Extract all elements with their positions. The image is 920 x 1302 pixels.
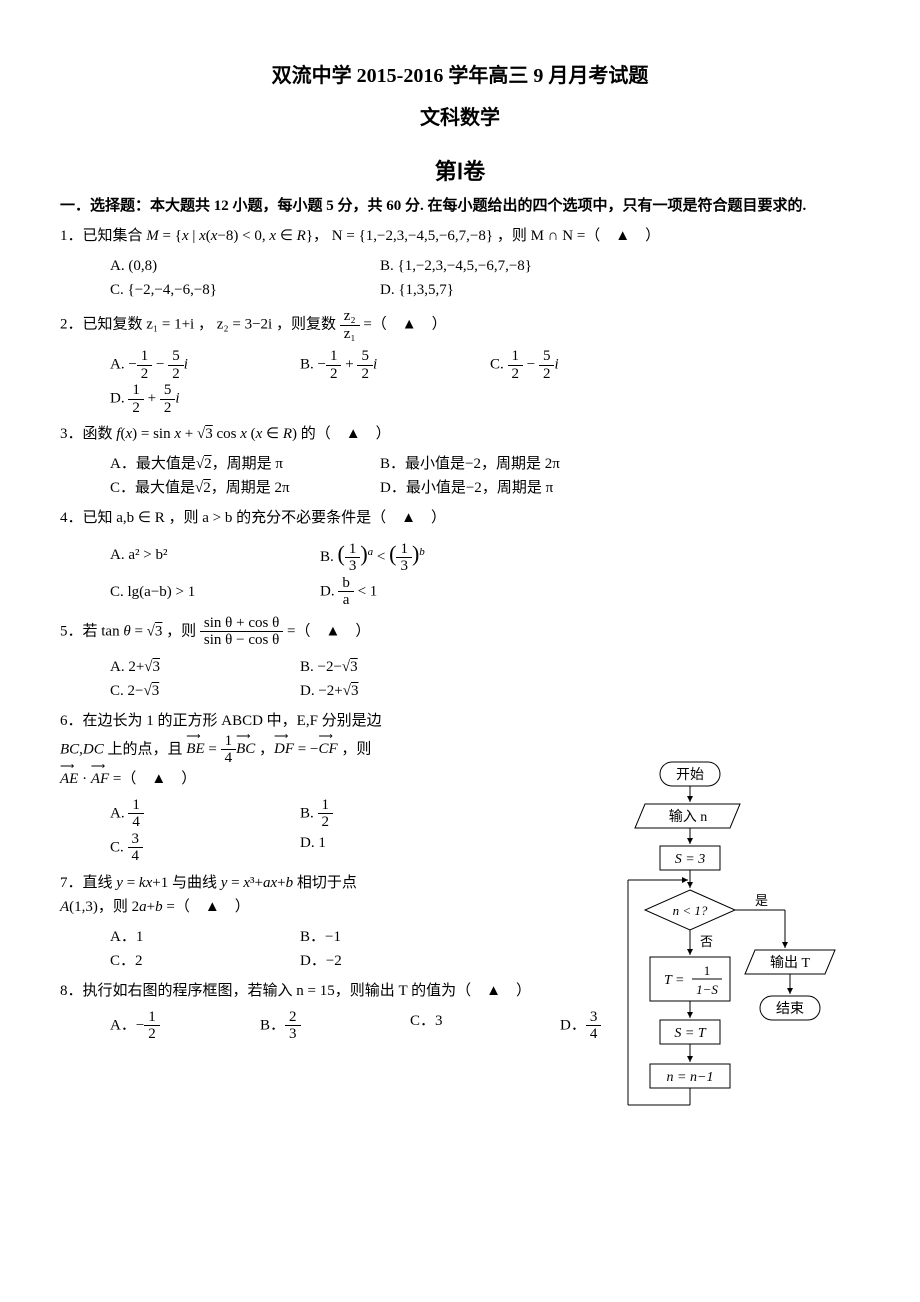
q7-optB: B．−1 xyxy=(300,925,341,949)
q1-set-m: M = {x | x(x−8) < 0, x ∈ R} xyxy=(146,228,313,244)
question-2: 2．已知复数 z₁ = 1+i ， z₂ = 3−2i ，则复数 z₂ z₁ =… xyxy=(60,308,860,342)
fc-dec: n = n−1 xyxy=(667,1070,714,1085)
q1-optA: A. (0,8) xyxy=(110,254,350,278)
q2-optD: D. 12 + 52i xyxy=(110,382,270,416)
q1-optB: B. {1,−2,3,−4,5,−6,7,−8} xyxy=(380,254,532,278)
question-4: 4．已知 a,b ∈ R ，则 a > b 的充分不必要条件是（ ▲ ） xyxy=(60,506,860,530)
q4-optB: B. (13)a < (13)b xyxy=(320,536,425,575)
q1-stem-pre: 1．已知集合 xyxy=(60,228,146,244)
fc-yes: 是 xyxy=(755,893,768,908)
fc-start: 开始 xyxy=(676,767,704,783)
q7-stem2: A(1,3)，则 2a+b =（ ▲ ） xyxy=(60,895,600,919)
q5-stem-pre: 5．若 tan θ = √3 ，则 xyxy=(60,623,200,639)
q3-optA: A．最大值是√2，周期是 π xyxy=(110,452,350,476)
q8-optC: C．3 xyxy=(410,1009,530,1043)
q1-optD: D. {1,3,5,7} xyxy=(380,278,454,302)
question-1: 1．已知集合 M = {x | x(x−8) < 0, x ∈ R}， N = … xyxy=(60,224,860,248)
question-6: 6．在边长为 1 的正方形 ABCD 中，E,F 分别是边 BC,DC 上的点，… xyxy=(60,709,600,791)
question-7: 7．直线 y = kx+1 与曲线 y = x³+ax+b 相切于点 A(1,3… xyxy=(60,871,600,919)
q5-optC: C. 2−√3 xyxy=(110,679,270,703)
q7-stem1: 7．直线 y = kx+1 与曲线 y = x³+ax+b 相切于点 xyxy=(60,871,600,895)
q5-optD: D. −2+√3 xyxy=(300,679,358,703)
fc-end: 结束 xyxy=(776,1001,804,1017)
q6-stem3: ⟶AE · ⟶AF =（ ▲ ） xyxy=(60,767,600,791)
q5-den: sin θ − cos θ xyxy=(200,632,283,649)
q3-optB: B．最小值是−2，周期是 2π xyxy=(380,452,560,476)
flowchart-svg: 开始 输入 n S = 3 n < 1? 是 输出 T 结束 否 T = 1 1… xyxy=(620,760,850,1170)
title-main: 双流中学 2015-2016 学年高三 9 月月考试题 xyxy=(60,60,860,92)
q5-optA: A. 2+√3 xyxy=(110,655,270,679)
q6-optD: D. 1 xyxy=(300,831,326,865)
fc-input: 输入 n xyxy=(669,809,708,825)
q4-optC: C. lg(a−b) > 1 xyxy=(110,580,290,604)
q4-optA: A. a² > b² xyxy=(110,543,290,567)
q1-set-n: N = {1,−2,3,−4,5,−6,7,−8} xyxy=(332,228,493,244)
q7-optA: A．1 xyxy=(110,925,270,949)
flowchart: 开始 输入 n S = 3 n < 1? 是 输出 T 结束 否 T = 1 1… xyxy=(620,760,850,1178)
q2-frac-den: z₁ xyxy=(340,326,360,343)
fc-cond: n < 1? xyxy=(673,903,708,918)
volume-label: 第Ⅰ卷 xyxy=(60,154,860,189)
question-5: 5．若 tan θ = √3 ，则 sin θ + cos θ sin θ − … xyxy=(60,615,600,649)
q5-frac: sin θ + cos θ sin θ − cos θ xyxy=(200,615,283,649)
q6-optB: B. 12 xyxy=(300,797,333,831)
q6-optC: C. 34 xyxy=(110,831,270,865)
q2-frac-num: z₂ xyxy=(340,308,360,326)
q3-optC: C．最大值是√2，周期是 2π xyxy=(110,476,350,500)
q8-optA: A．−12 xyxy=(110,1009,230,1043)
fc-st: S = T xyxy=(674,1026,706,1041)
q7-optD: D．−2 xyxy=(300,949,342,973)
fc-output: 输出 T xyxy=(770,955,810,971)
q2-frac: z₂ z₁ xyxy=(340,308,360,342)
question-8: 8．执行如右图的程序框图，若输入 n = 15，则输出 T 的值为（ ▲ ） xyxy=(60,979,860,1003)
q5-num: sin θ + cos θ xyxy=(200,615,283,633)
q8-optB: B．23 xyxy=(260,1009,380,1043)
q2-optC: C. 12 − 52i xyxy=(490,348,650,382)
section-header: 一．选择题：本大题共 12 小题，每小题 5 分，共 60 分. 在每小题给出的… xyxy=(60,194,860,218)
q5-optB: B. −2−√3 xyxy=(300,655,358,679)
q6-optA: A. 14 xyxy=(110,797,270,831)
title-sub: 文科数学 xyxy=(60,102,860,134)
q2-stem-post: =（ ▲ ） xyxy=(363,317,446,333)
q2-stem: 2．已知复数 z₁ = 1+i ， z₂ = 3−2i ，则复数 xyxy=(60,317,340,333)
q4-optD: D. ba < 1 xyxy=(320,575,377,609)
q1-stem-post: ，则 M ∩ N =（ ▲ ） xyxy=(497,228,660,244)
q1-optC: C. {−2,−4,−6,−8} xyxy=(110,278,350,302)
fc-assign-num: 1 xyxy=(704,963,711,978)
q2-optA: A. −12 − 52i xyxy=(110,348,270,382)
fc-no: 否 xyxy=(700,934,713,949)
q5-stem-post: =（ ▲ ） xyxy=(287,623,370,639)
q2-optB: B. −12 + 52i xyxy=(300,348,460,382)
q6-stem2: BC,DC 上的点，且 ⟶BE = 14⟶BC ，⟶DF = −⟶CF ，则 xyxy=(60,733,600,767)
q3-optD: D．最小值是−2，周期是 π xyxy=(380,476,553,500)
fc-init: S = 3 xyxy=(675,852,705,867)
question-3: 3．函数 f(x) = sin x + √3 cos x (x ∈ R) 的（ … xyxy=(60,422,860,446)
q7-optC: C．2 xyxy=(110,949,270,973)
